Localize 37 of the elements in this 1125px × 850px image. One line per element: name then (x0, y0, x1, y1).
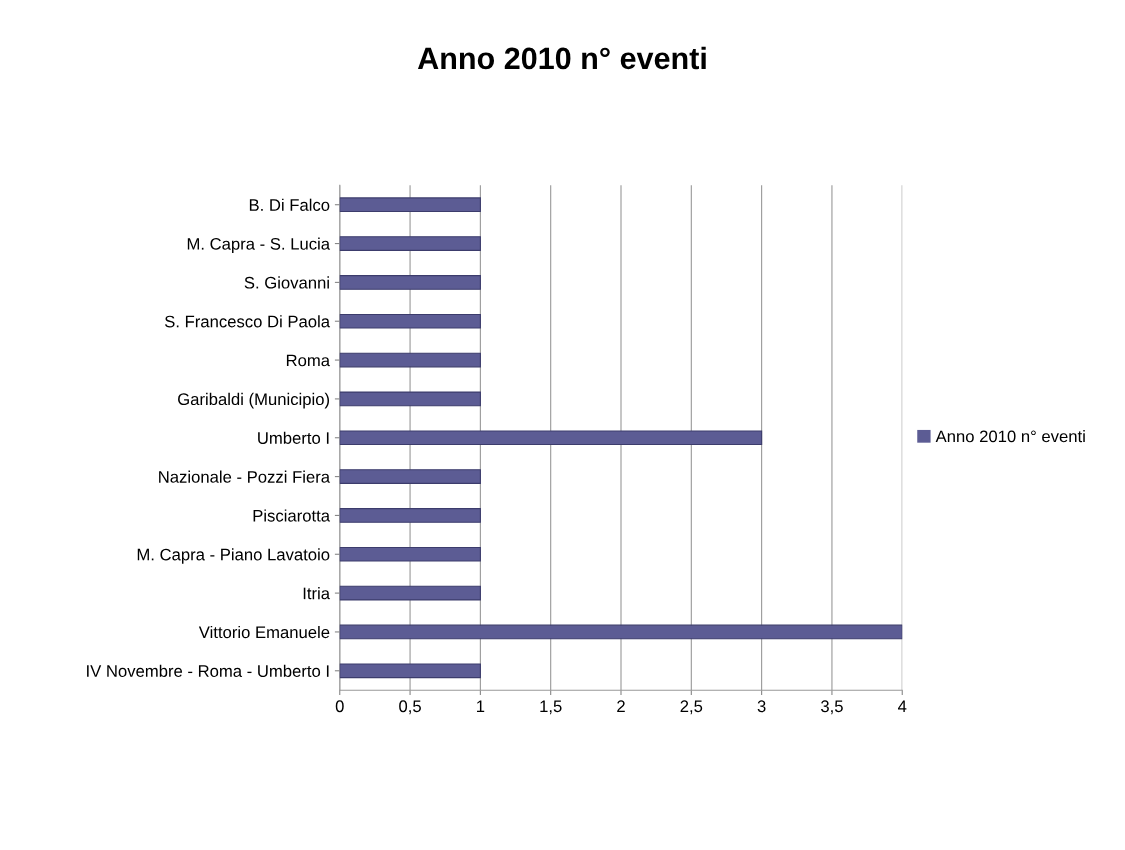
x-tick-label: 3,5 (820, 700, 843, 715)
x-tick-label: 0,5 (399, 700, 421, 715)
y-tick-label: Umberto I (258, 431, 329, 444)
bar (339, 469, 481, 484)
y-tick-label: Vittorio Emanuele (198, 625, 330, 639)
bar (339, 197, 481, 213)
y-tick-label: Garibaldi (Municipio) (178, 392, 329, 409)
y-tick-label: B. Di Falco (249, 198, 330, 211)
y-tick-label: Roma (286, 354, 331, 367)
y-tick-label: M. Capra - Piano Lavatoio (137, 548, 330, 564)
y-tick-label: IV Novembre - Roma - Umberto I (87, 664, 329, 677)
y-tick-label: Nazionale - Pozzi Fiera (159, 470, 331, 483)
x-tick-label: 1 (477, 700, 485, 712)
bar (339, 585, 481, 601)
y-tick-label: Pisciarotta (253, 509, 331, 522)
x-tick-label: 3 (757, 700, 766, 713)
x-tick-label: 1,5 (540, 700, 562, 715)
x-tick-label: 0 (335, 700, 344, 713)
chart-title: Anno 2010 n° eventi (417, 46, 706, 70)
x-tick-label: 2 (617, 700, 625, 712)
bar (339, 313, 481, 329)
x-tick-label: 2,5 (680, 700, 703, 715)
y-tick-label: M. Capra - S. Lucia (187, 237, 331, 254)
bar (339, 546, 481, 562)
bar (339, 508, 481, 523)
bar (339, 430, 763, 446)
bar (339, 663, 481, 679)
y-tick-label: Itria (303, 587, 331, 600)
y-tick-label: S. Giovanni (244, 276, 329, 289)
bar (339, 352, 481, 368)
y-tick-label: S. Francesco Di Paola (164, 315, 331, 328)
bar (339, 391, 481, 407)
bar (339, 275, 481, 290)
x-tick-label: 4 (898, 700, 907, 712)
bar (339, 236, 481, 251)
legend-label: Anno 2010 n° eventi (935, 430, 1085, 443)
bar (339, 624, 903, 640)
